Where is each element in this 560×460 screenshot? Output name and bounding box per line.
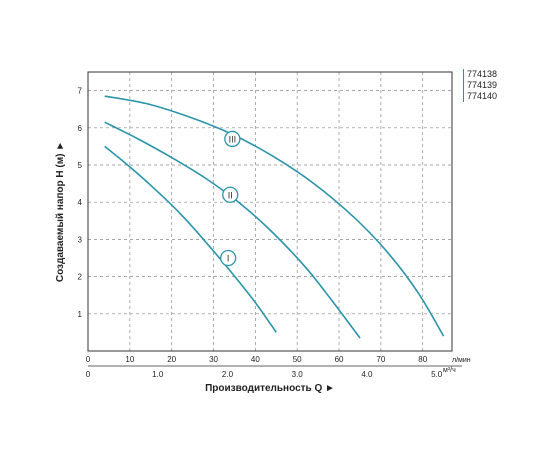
x-unit-m3h: м³/ч: [443, 367, 456, 374]
x-tick-label-m3h: 4.0: [361, 370, 373, 379]
x-tick-label-lpm: 30: [209, 355, 218, 364]
legend-item-774140: 774140: [467, 91, 498, 101]
x-tick-label-lpm: 60: [335, 355, 344, 364]
legend-item-774138: 774138: [467, 69, 498, 79]
x-axis-title: Производительность Q ►: [205, 383, 335, 394]
curve-label-circle-III: [224, 130, 241, 148]
curve-II: [104, 121, 361, 339]
y-tick-label: 6: [78, 124, 83, 133]
curve-label-circle-II: [222, 186, 239, 203]
x-tick-label-m3h: 3.0: [292, 370, 304, 379]
x-tick-label-m3h: 2.0: [222, 370, 234, 379]
x-tick-label-lpm: 80: [418, 355, 427, 364]
x-tick-label-m3h: 0: [86, 370, 91, 379]
x-tick-label-lpm: 20: [167, 355, 176, 364]
x-tick-label-lpm: 10: [125, 355, 134, 364]
curve-label-II: II: [228, 190, 233, 200]
curve-III: [104, 95, 445, 337]
legend-item-774139: 774139: [467, 80, 498, 90]
y-tick-label: 7: [78, 87, 83, 96]
curve-I: [104, 145, 277, 333]
curve-label-I: I: [227, 254, 230, 264]
y-tick-label: 1: [78, 310, 83, 319]
x-tick-label-lpm: 50: [293, 355, 302, 364]
y-tick-label: 5: [78, 161, 83, 170]
x-tick-label-lpm: 40: [251, 355, 260, 364]
x-tick-label-m3h: 5.0: [431, 370, 443, 379]
y-tick-label: 3: [78, 235, 83, 244]
y-tick-label: 4: [78, 198, 83, 207]
plot-frame: [87, 71, 453, 352]
x-tick-label-lpm: 70: [376, 355, 385, 364]
legend: 774138 774139 774140: [463, 69, 497, 102]
curve-label-III: III: [229, 134, 237, 144]
x-unit-lpm: л/мин: [452, 357, 471, 364]
curve-label-circle-I: [220, 249, 237, 267]
y-tick-label: 2: [78, 273, 83, 282]
x-tick-label-lpm: 0: [86, 355, 91, 364]
y-axis-title: Создаваемый напор H (м) ►: [55, 141, 66, 282]
x-tick-label-m3h: 1.0: [152, 370, 164, 379]
